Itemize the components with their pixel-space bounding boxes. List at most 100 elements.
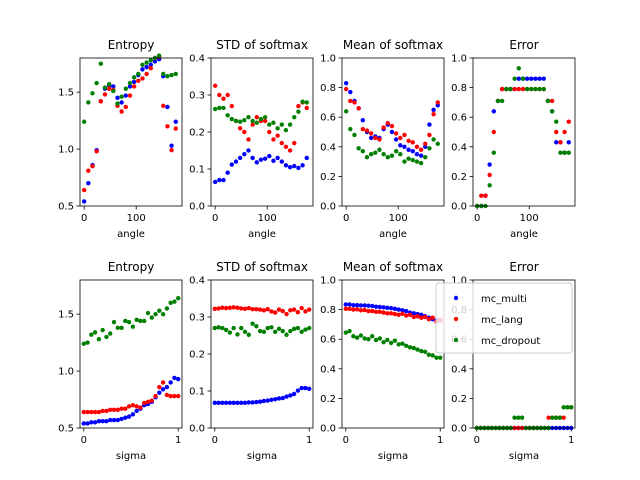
chart-1-point-mc-lang <box>161 103 166 109</box>
chart-6-point-mc-multi <box>223 400 229 406</box>
chart-2-point-mc-multi <box>279 159 284 164</box>
chart-1-ytick-label: 0.5 <box>58 202 74 213</box>
chart-7-point-mc-multi <box>347 302 352 307</box>
chart-5-point-mc-lang <box>111 407 117 412</box>
chart-1-point-mc-multi <box>165 104 170 110</box>
chart-7-point-mc-multi <box>377 304 382 310</box>
chart-6-point-mc-multi <box>280 395 285 401</box>
legend: mc_multi mc_lang mc_dropout <box>435 282 573 354</box>
chart-2-point-mc-dropout <box>271 120 276 125</box>
chart-3-point-mc-dropout <box>418 160 424 166</box>
chart-8-xtick-label: 1 <box>568 435 574 446</box>
legend-label-mc-multi: mc_multi <box>481 294 527 305</box>
chart-6-point-mc-lang <box>299 305 304 311</box>
chart-1-point-mc-multi <box>148 62 153 68</box>
chart-3-xtick-label: 0 <box>343 213 349 224</box>
chart-4-point-mc-multi <box>491 109 497 114</box>
chart-6-point-mc-lang <box>250 307 255 312</box>
chart-6-point-mc-dropout <box>261 329 267 334</box>
chart-8-point-mc-lang <box>561 415 566 420</box>
chart-6-point-mc-lang <box>231 305 236 310</box>
chart-3-point-mc-multi <box>398 143 403 148</box>
chart-1-point-mc-lang <box>136 78 141 83</box>
chart-5-point-mc-lang <box>126 404 132 409</box>
chart-7-point-mc-lang <box>366 308 371 314</box>
chart-5-point-mc-dropout <box>172 299 177 304</box>
chart-6-point-mc-dropout <box>303 327 308 332</box>
chart-6-point-mc-multi <box>261 398 267 404</box>
chart-1-point-mc-dropout <box>115 101 120 106</box>
chart-1-point-mc-dropout <box>165 74 170 79</box>
chart-8-ytick-label: 0.2 <box>451 394 467 405</box>
chart-1-point-mc-multi <box>123 93 128 98</box>
chart-5-point-mc-lang <box>104 408 109 414</box>
chart-6-point-mc-lang <box>303 309 308 314</box>
chart-6-point-mc-dropout <box>242 329 248 334</box>
chart-1-point-mc-dropout <box>136 71 141 77</box>
legend-label-mc-dropout: mc_dropout <box>481 336 540 347</box>
chart-3-point-mc-dropout <box>368 152 374 157</box>
chart-5-point-mc-multi <box>92 420 98 425</box>
chart-7-ytick-label: 1.0 <box>320 276 336 287</box>
chart-1-point-mc-multi <box>119 100 124 105</box>
chart-6-point-mc-dropout <box>273 329 278 334</box>
chart-3-point-mc-lang <box>364 128 370 133</box>
chart-4-point-mc-dropout <box>529 86 534 92</box>
chart-6-point-mc-multi <box>257 399 263 404</box>
chart-5-point-mc-lang <box>108 407 113 412</box>
chart-2-point-mc-dropout <box>279 122 284 127</box>
chart-5-point-mc-dropout <box>164 306 170 311</box>
chart-5-point-mc-lang <box>160 380 166 385</box>
chart-2-point-mc-lang <box>246 137 251 142</box>
chart-3-point-mc-dropout <box>373 150 378 155</box>
chart-1-point-mc-dropout <box>144 60 149 65</box>
chart-4-point-mc-lang <box>483 193 488 198</box>
chart-4-point-mc-dropout <box>558 150 563 155</box>
chart-3-ytick-label: 1.0 <box>320 54 336 65</box>
chart-3-point-mc-dropout <box>398 152 403 157</box>
chart-2-point-mc-lang <box>292 140 297 146</box>
chart-3-point-mc-multi <box>406 147 411 152</box>
chart-4-point-mc-multi <box>529 76 534 81</box>
chart-4-point-mc-dropout <box>520 76 526 81</box>
chart-6-point-mc-dropout <box>265 325 270 331</box>
chart-2-point-mc-dropout <box>267 122 272 127</box>
chart-6-title: STD of softmax <box>216 260 308 274</box>
chart-6-point-mc-dropout <box>280 328 285 334</box>
chart-6-axes-frame <box>210 279 314 429</box>
chart-3-axes-frame <box>341 57 445 207</box>
chart-7-point-mc-dropout <box>434 355 439 360</box>
chart-7-point-mc-lang <box>411 314 416 320</box>
chart-8-point-mc-lang <box>546 415 551 420</box>
chart-7-point-mc-dropout <box>392 338 398 343</box>
chart-5-point-mc-dropout <box>134 317 139 323</box>
chart-3-point-mc-dropout <box>431 137 436 142</box>
chart-5-xtick-label: 0 <box>81 435 87 446</box>
chart-7-ytick-label: 0.0 <box>320 424 336 435</box>
chart-4-point-mc-dropout <box>499 98 505 104</box>
chart-5-point-mc-dropout <box>104 334 109 340</box>
chart-1-point-mc-dropout <box>140 62 145 68</box>
chart-1-point-mc-multi <box>169 143 174 148</box>
chart-7-point-mc-dropout <box>343 330 348 335</box>
chart-4-point-mc-lang <box>491 129 497 135</box>
chart-1-point-mc-dropout <box>106 81 112 87</box>
chart-7-ytick-label: 0.6 <box>320 335 336 346</box>
chart-1-point-mc-lang <box>169 148 174 153</box>
chart-7-point-mc-lang <box>370 308 375 314</box>
chart-7-point-mc-multi <box>354 302 360 308</box>
chart-4-point-mc-multi <box>487 162 492 167</box>
chart-2-point-mc-dropout <box>300 99 305 104</box>
chart-5-point-mc-multi <box>168 380 173 385</box>
chart-2-point-mc-dropout <box>229 116 235 122</box>
chart-1-point-mc-dropout <box>90 91 95 96</box>
chart-1-point-mc-dropout <box>156 53 162 58</box>
chart-6-point-mc-multi <box>299 385 304 391</box>
chart-1-point-mc-lang <box>94 149 99 154</box>
chart-4-ytick-label: 0.4 <box>451 142 467 153</box>
chart-1-point-mc-dropout <box>98 61 104 66</box>
chart-3-point-mc-multi <box>393 137 399 142</box>
chart-5-point-mc-dropout <box>81 341 86 346</box>
chart-4-axes-frame <box>472 57 576 207</box>
chart-5-point-mc-dropout <box>115 325 120 331</box>
